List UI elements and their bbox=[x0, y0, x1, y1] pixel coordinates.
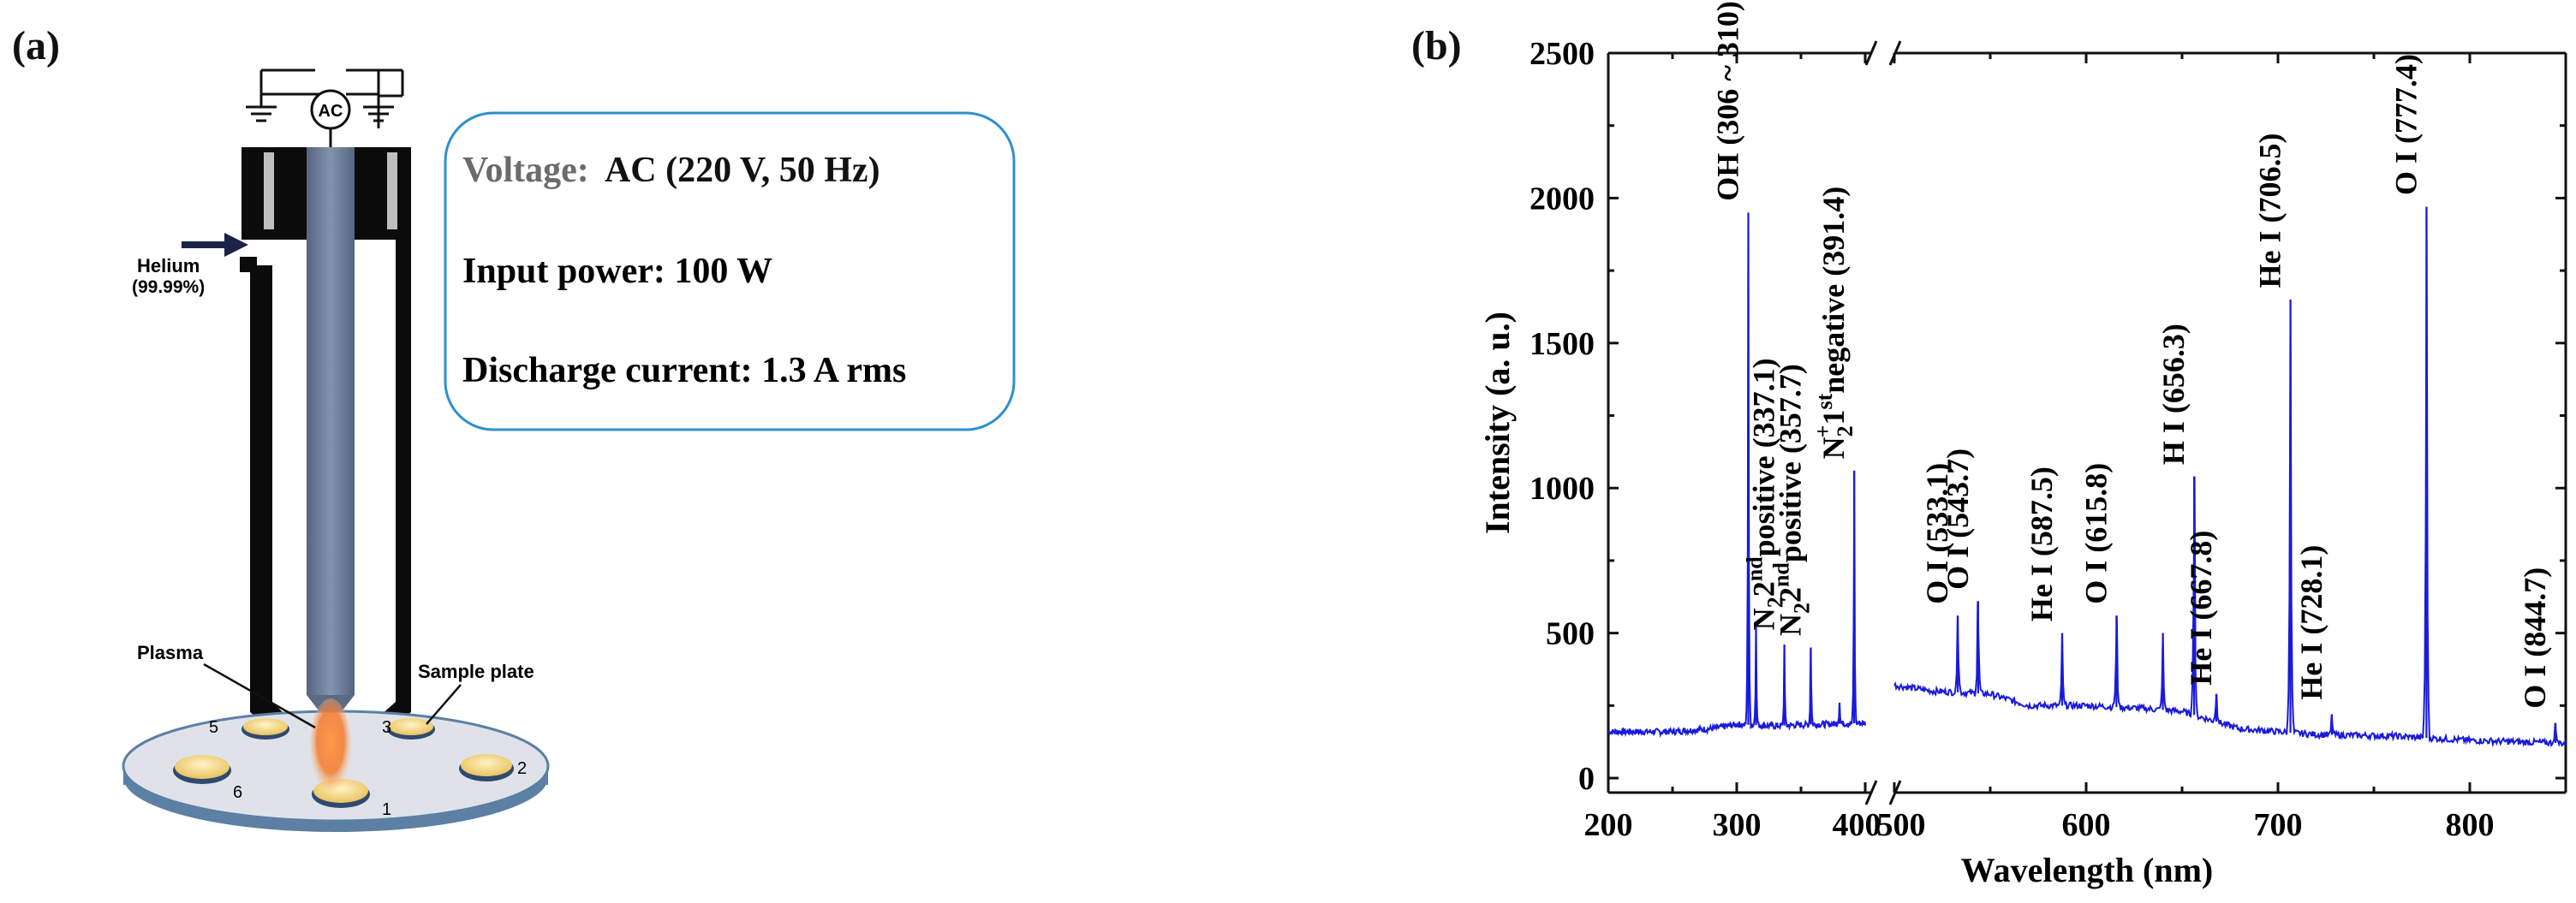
x-tick-label: 600 bbox=[2062, 807, 2111, 843]
annotation-he-706: He I (706.5) bbox=[2253, 133, 2287, 288]
x-tick-label: 700 bbox=[2254, 807, 2303, 843]
input-power: Input power: 100 W bbox=[462, 252, 772, 291]
plasma-label: Plasma bbox=[137, 642, 204, 663]
plasma-jet-schematic: AC Helium (99.99%) bbox=[122, 68, 1016, 832]
spectrum-segment bbox=[1893, 206, 2567, 748]
sample-number: 6 bbox=[233, 783, 242, 802]
operating-conditions-box: Voltage: AC (220 V, 50 Hz) Input power: … bbox=[444, 111, 1016, 431]
spectrum-line bbox=[1607, 206, 2567, 748]
annotation-n2-357: N22ndpositive (357.7) bbox=[1769, 364, 1815, 636]
x-tick-label: 300 bbox=[1713, 807, 1762, 843]
voltage-label: Voltage: bbox=[462, 151, 589, 190]
central-electrode bbox=[307, 147, 355, 695]
sample-well bbox=[173, 755, 231, 784]
axis-break-mark bbox=[1864, 40, 1878, 66]
panel-b-label: (b) bbox=[1411, 23, 1462, 68]
annotation-o-543: O I (543.7) bbox=[1941, 449, 1975, 590]
sample-well bbox=[459, 754, 514, 781]
x-tick-label: 800 bbox=[2446, 807, 2495, 843]
sample-number: 1 bbox=[382, 800, 391, 819]
sample-well bbox=[242, 718, 289, 740]
y-tick-label: 500 bbox=[1546, 616, 1595, 652]
ac-source-icon: AC bbox=[310, 89, 351, 130]
voltage-value: AC (220 V, 50 Hz) bbox=[605, 151, 880, 190]
spectrum-segment bbox=[1607, 212, 1866, 739]
ground-icon bbox=[363, 96, 394, 122]
outer-tube bbox=[240, 240, 411, 763]
annotation-o-533: O I (533.1) bbox=[1920, 463, 1954, 604]
y-tick-label: 1500 bbox=[1530, 326, 1595, 362]
x-tick-label: 500 bbox=[1877, 807, 1926, 843]
y-tick-label: 2000 bbox=[1530, 181, 1595, 217]
annotation-h-656: H I (656.3) bbox=[2156, 324, 2191, 465]
svg-text:Voltage: AC (220 V, 50 H: Voltage: AC (220 V, 50 Hz) bbox=[462, 151, 880, 190]
y-axis-label: Intensity (a. u.) bbox=[1478, 312, 1517, 534]
gas-purity-label: (99.99%) bbox=[132, 277, 205, 297]
x-tick-label: 200 bbox=[1584, 807, 1633, 843]
ground-icon bbox=[246, 96, 277, 122]
sample-number: 3 bbox=[382, 718, 391, 737]
annotation-n2-337: N22ndpositive (337.1) bbox=[1743, 358, 1788, 630]
chart-axes bbox=[1607, 40, 2567, 805]
sample-well bbox=[387, 718, 435, 740]
annotation-o-844: O I (844.7) bbox=[2518, 567, 2552, 709]
annotation-o-777: O I (777.4) bbox=[2388, 54, 2423, 195]
y-tick-label: 2500 bbox=[1530, 36, 1595, 72]
annotation-he-587: He I (587.5) bbox=[2024, 466, 2059, 621]
sample-number: 5 bbox=[209, 718, 218, 737]
svg-text:AC: AC bbox=[319, 102, 343, 121]
peak-annotations: OH (306 ~ 310) N22ndpositive (337.1)N22nd… bbox=[1711, 1, 2553, 709]
annotation-oh: OH (306 ~ 310) bbox=[1711, 1, 1745, 201]
x-axis-label: Wavelength (nm) bbox=[1961, 851, 2213, 889]
annotation-o-615: O I (615.8) bbox=[2078, 463, 2113, 604]
plasma-plume bbox=[310, 698, 351, 794]
panel-a-label: (a) bbox=[12, 23, 60, 68]
y-tick-label: 0 bbox=[1578, 761, 1595, 797]
axis-break-mark bbox=[1864, 780, 1878, 805]
sample-number: 2 bbox=[517, 759, 527, 778]
annotation-he-728: He I (728.1) bbox=[2294, 545, 2329, 700]
sample-plate-label: Sample plate bbox=[418, 661, 534, 682]
discharge-current: Discharge current: 1.3 A rms bbox=[462, 351, 906, 390]
gas-inlet-arrow-icon bbox=[182, 233, 248, 257]
x-tick-label: 400 bbox=[1833, 807, 1881, 843]
y-tick-label: 1000 bbox=[1530, 471, 1595, 507]
annotation-he-667: He I (667.8) bbox=[2184, 531, 2218, 686]
annotation-n2plus-391: N2+1stnegative (391.4) bbox=[1810, 187, 1857, 460]
gas-label: Helium bbox=[137, 255, 200, 276]
